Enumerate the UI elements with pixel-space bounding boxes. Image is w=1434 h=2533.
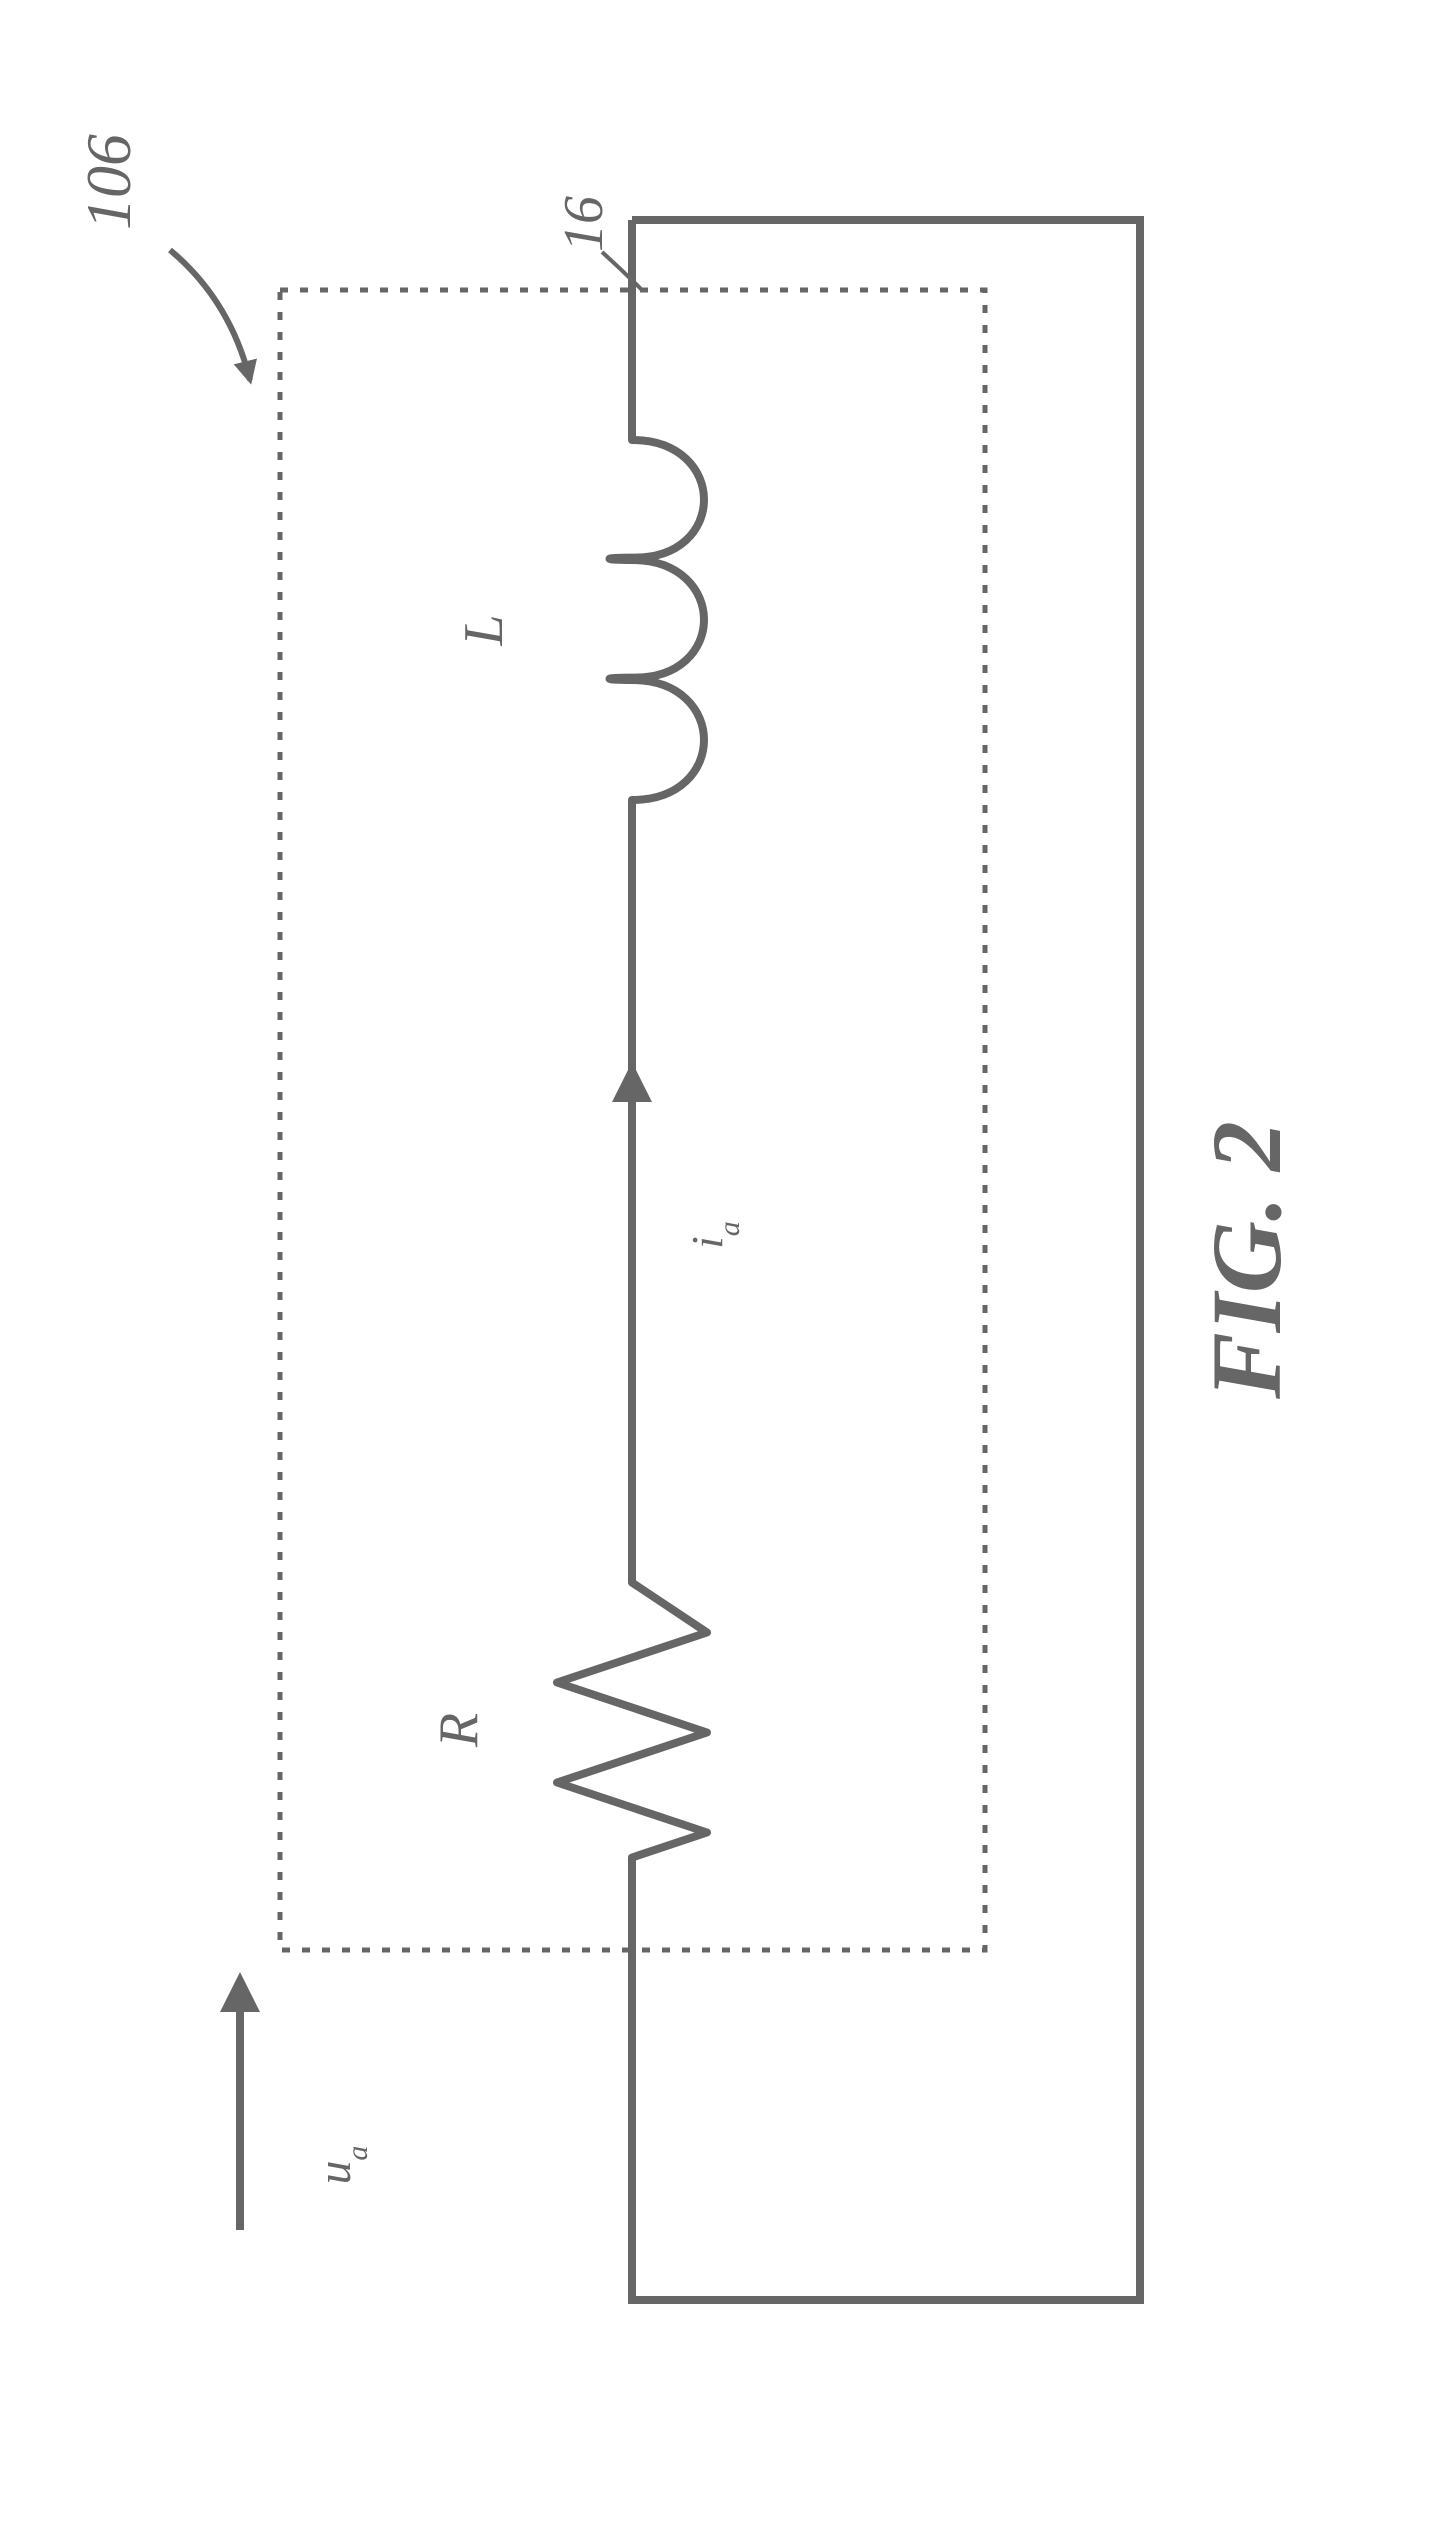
resistor bbox=[557, 1570, 707, 1870]
figure-ref-number: 106 bbox=[73, 134, 144, 230]
figure-ref-leader bbox=[170, 250, 250, 380]
current-label: ia bbox=[682, 1221, 746, 1248]
box-label: 16 bbox=[553, 196, 615, 252]
inductor bbox=[610, 440, 705, 800]
voltage-label: ua bbox=[309, 2146, 374, 2185]
inductor-label: L bbox=[453, 614, 515, 646]
figure-caption: FIG. 2 bbox=[1191, 1121, 1302, 1400]
resistor-label: R bbox=[428, 1713, 490, 1748]
outer-return-wire bbox=[632, 220, 1140, 2300]
